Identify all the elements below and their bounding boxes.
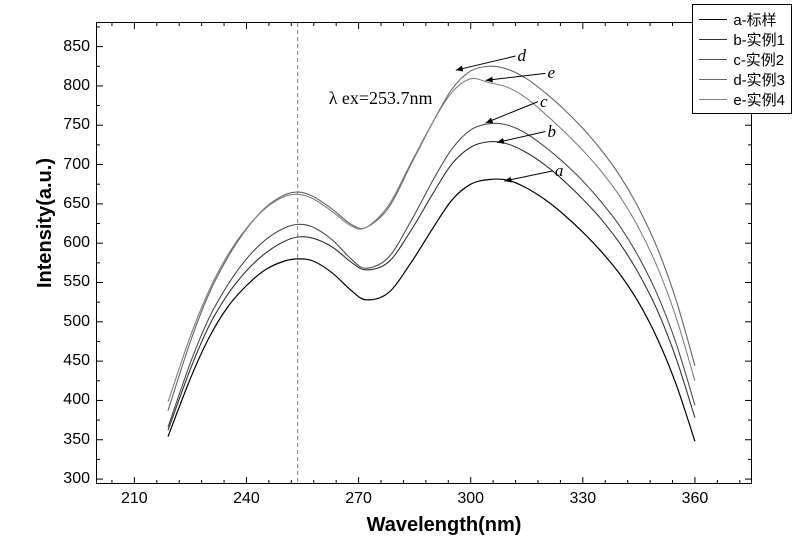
x-tick-label: 330 bbox=[569, 490, 596, 508]
y-tick-label: 650 bbox=[56, 195, 90, 213]
series-c bbox=[168, 123, 695, 427]
x-tick-label: 210 bbox=[121, 490, 148, 508]
y-tick-label: 800 bbox=[56, 77, 90, 95]
y-tick-label: 600 bbox=[56, 234, 90, 252]
y-tick-label: 850 bbox=[56, 38, 90, 56]
legend-label: d-实例3 bbox=[733, 69, 785, 90]
legend-label: a-标样 bbox=[733, 9, 776, 30]
legend-label: b-实例1 bbox=[733, 29, 785, 50]
y-axis-label: Intensity(a.u.) bbox=[34, 123, 57, 323]
y-tick-label: 550 bbox=[56, 273, 90, 291]
curve-label-e: e bbox=[547, 63, 555, 83]
legend-swatch bbox=[699, 59, 727, 60]
x-tick-label: 360 bbox=[682, 490, 709, 508]
legend-entry-e: e-实例4 bbox=[699, 89, 785, 109]
legend-entry-a: a-标样 bbox=[699, 9, 785, 29]
y-tick-label: 500 bbox=[56, 313, 90, 331]
curve-label-b: b bbox=[547, 122, 556, 142]
series-a bbox=[168, 179, 695, 441]
curve-label-a: a bbox=[555, 161, 564, 181]
series-e bbox=[168, 78, 695, 402]
curve-label-c: c bbox=[540, 92, 548, 112]
legend-swatch bbox=[699, 99, 727, 100]
y-tick-label: 300 bbox=[56, 470, 90, 488]
annotation-arrow-d bbox=[456, 56, 516, 70]
y-tick-label: 350 bbox=[56, 431, 90, 449]
series-b bbox=[168, 142, 695, 431]
legend-entry-b: b-实例1 bbox=[699, 29, 785, 49]
y-tick-label: 400 bbox=[56, 391, 90, 409]
y-tick-label: 450 bbox=[56, 352, 90, 370]
annotation-arrow-e bbox=[486, 73, 546, 80]
legend-swatch bbox=[699, 19, 727, 20]
x-axis-label: Wavelength(nm) bbox=[344, 514, 544, 537]
annotation-arrow-b bbox=[497, 132, 546, 143]
legend-entry-d: d-实例3 bbox=[699, 69, 785, 89]
legend-swatch bbox=[699, 79, 727, 80]
legend-label: e-实例4 bbox=[733, 89, 785, 110]
y-tick-label: 750 bbox=[56, 116, 90, 134]
curve-label-d: d bbox=[518, 46, 527, 66]
legend-entry-c: c-实例2 bbox=[699, 49, 785, 69]
legend-swatch bbox=[699, 39, 727, 40]
legend-label: c-实例2 bbox=[733, 49, 784, 70]
annotation-arrow-a bbox=[504, 171, 553, 181]
lambda-annotation: λ ex=253.7nm bbox=[329, 88, 433, 109]
x-tick-label: 240 bbox=[233, 490, 260, 508]
x-tick-label: 300 bbox=[457, 490, 484, 508]
y-tick-label: 700 bbox=[56, 156, 90, 174]
annotation-arrow-c bbox=[486, 102, 538, 123]
legend: a-标样b-实例1c-实例2d-实例3e-实例4 bbox=[692, 4, 792, 114]
x-tick-label: 270 bbox=[345, 490, 372, 508]
